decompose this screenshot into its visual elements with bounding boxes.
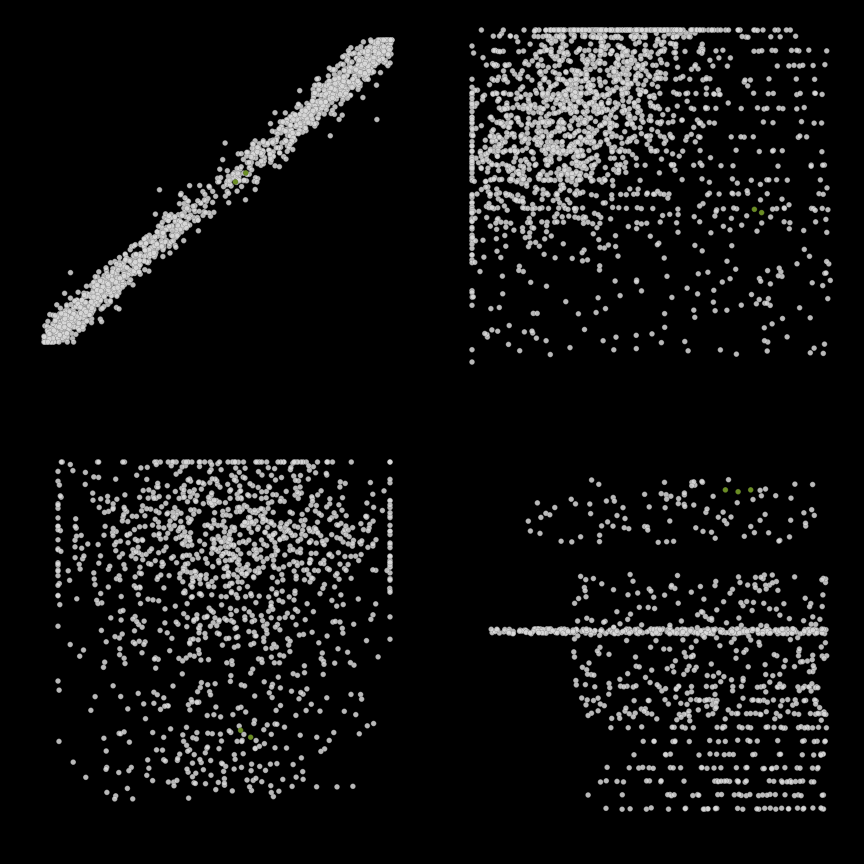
scatter-points — [489, 477, 830, 812]
panel-bottom-left — [0, 432, 432, 864]
scatter-points — [41, 37, 394, 344]
scatter-grid — [0, 0, 864, 864]
scatter-points — [469, 27, 833, 364]
highlight-points — [752, 207, 764, 216]
panel-top-right — [432, 0, 864, 432]
scatter-plot-tr — [432, 0, 864, 432]
scatter-plot-tl — [0, 0, 432, 432]
scatter-plot-br — [432, 432, 864, 864]
scatter-plot-bl — [0, 432, 432, 864]
panel-top-left — [0, 0, 432, 432]
highlight-points — [723, 487, 754, 494]
scatter-points — [55, 459, 392, 801]
panel-bottom-right — [432, 432, 864, 864]
